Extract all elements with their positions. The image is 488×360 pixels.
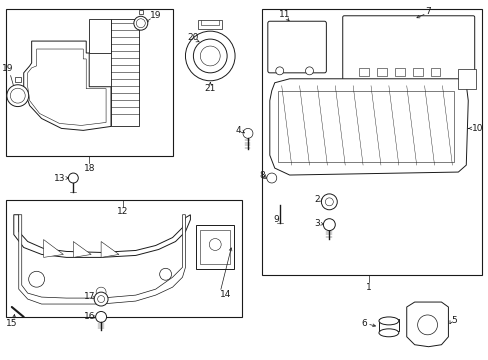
Polygon shape [14,215,190,257]
Text: 3: 3 [314,219,320,228]
Bar [111,19,139,126]
Bar [198,20,222,29]
Circle shape [7,85,29,107]
Text: 17: 17 [83,292,95,301]
Circle shape [243,129,252,138]
Bar [412,68,422,76]
FancyBboxPatch shape [267,21,325,73]
Polygon shape [73,242,91,257]
Text: 18: 18 [83,163,95,172]
Text: 14: 14 [220,289,231,298]
Polygon shape [101,242,119,257]
Ellipse shape [378,329,398,337]
Bar [277,91,453,162]
Bar [139,10,142,14]
Text: 8: 8 [259,171,264,180]
Bar [358,68,368,76]
Polygon shape [24,41,111,130]
Polygon shape [406,302,447,347]
Circle shape [98,296,104,302]
Text: 4: 4 [235,126,241,135]
Circle shape [96,311,106,323]
Text: 13: 13 [54,174,65,183]
Circle shape [29,271,44,287]
Text: 2: 2 [314,195,320,204]
Circle shape [305,67,313,75]
Bar [6,9,172,156]
Polygon shape [269,79,468,175]
Text: 11: 11 [278,10,290,19]
Circle shape [134,16,147,30]
Text: 15: 15 [6,319,18,328]
Bar [378,319,398,331]
Circle shape [10,88,25,103]
Circle shape [160,268,171,280]
Bar [262,9,481,275]
Bar [196,225,234,269]
Bar [201,20,219,25]
Text: 16: 16 [83,312,95,321]
Bar [376,68,386,76]
Circle shape [94,292,108,306]
Circle shape [209,239,221,251]
Text: 19: 19 [150,11,161,20]
Polygon shape [19,215,185,304]
Circle shape [200,46,220,66]
Circle shape [96,287,106,297]
Text: 10: 10 [471,124,483,133]
Text: 5: 5 [450,316,456,325]
Polygon shape [43,239,63,257]
FancyBboxPatch shape [342,16,474,80]
Bar [89,19,111,53]
Circle shape [193,39,226,73]
Bar [200,230,230,264]
Bar [429,68,440,76]
Circle shape [417,315,437,335]
Circle shape [323,219,335,231]
Ellipse shape [378,317,398,325]
Text: 7: 7 [425,7,430,16]
Bar [457,69,475,89]
Text: 6: 6 [361,319,366,328]
Text: 1: 1 [366,283,371,292]
Text: 20: 20 [187,33,199,42]
Text: 12: 12 [117,207,128,216]
Bar [15,77,20,82]
Text: 9: 9 [273,215,279,224]
Text: 19: 19 [2,64,14,73]
Circle shape [321,194,337,210]
Circle shape [325,198,333,206]
Bar [6,200,242,317]
Circle shape [136,19,145,28]
Bar [394,68,404,76]
Text: 21: 21 [204,84,216,93]
Circle shape [275,67,283,75]
Circle shape [68,173,78,183]
Circle shape [266,173,276,183]
Circle shape [185,31,235,81]
